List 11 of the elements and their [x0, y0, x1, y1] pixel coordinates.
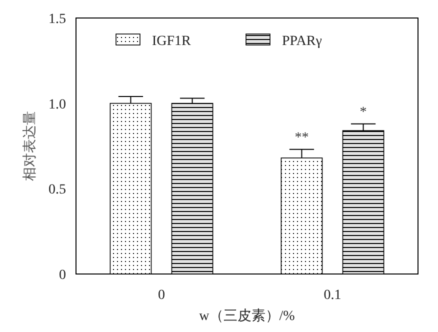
annotation: ** — [294, 130, 309, 146]
x-tick-label: 0.1 — [324, 288, 342, 303]
legend-label: IGF1R — [152, 34, 192, 49]
y-tick-label: 1.5 — [48, 12, 66, 27]
y-axis-title: 相对表达量 — [22, 111, 38, 181]
y-tick-label: 0 — [59, 268, 66, 283]
y-tick-label: 1.0 — [48, 97, 66, 112]
y-tick-label: 0.5 — [48, 182, 66, 198]
x-axis-title: w（三皮素）/% — [199, 308, 296, 324]
annotation: * — [360, 104, 367, 120]
legend-label: PPARγ — [282, 34, 322, 49]
